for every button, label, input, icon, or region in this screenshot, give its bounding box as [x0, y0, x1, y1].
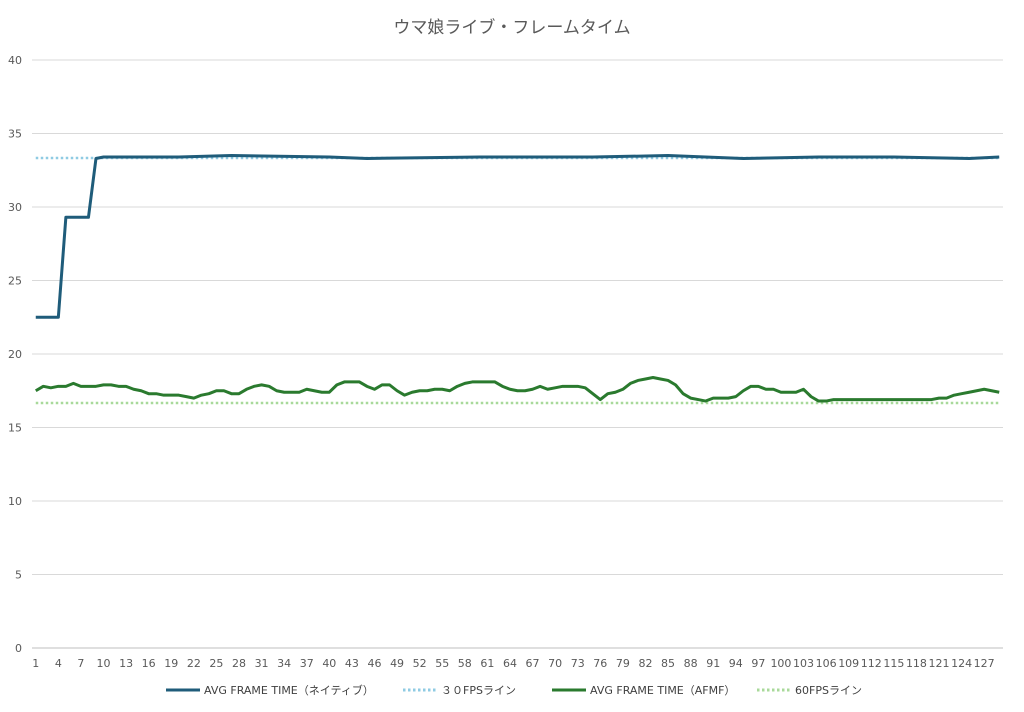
x-tick-label: 64 [503, 657, 517, 670]
x-tick-label: 73 [571, 657, 585, 670]
y-tick-label: 5 [15, 569, 22, 582]
x-tick-label: 76 [593, 657, 607, 670]
x-tick-label: 55 [435, 657, 449, 670]
y-tick-label: 30 [8, 201, 22, 214]
x-tick-label: 127 [974, 657, 995, 670]
x-tick-label: 70 [548, 657, 562, 670]
x-tick-label: 97 [751, 657, 765, 670]
series-lines [35, 154, 1000, 405]
x-tick-label: 7 [77, 657, 84, 670]
x-tick-label: 4 [55, 657, 62, 670]
x-tick-label: 19 [164, 657, 178, 670]
x-tick-label: 13 [119, 657, 133, 670]
x-tick-label: 10 [97, 657, 111, 670]
y-tick-label: 40 [8, 54, 22, 67]
y-axis-ticks: 0 5 10 15 20 25 30 35 40 [8, 54, 22, 655]
y-tick-label: 15 [8, 422, 22, 435]
x-tick-label: 106 [816, 657, 837, 670]
x-tick-label: 82 [638, 657, 652, 670]
series-line-1 [35, 154, 1000, 319]
legend: AVG FRAME TIME（ネイティブ） ３０FPSライン AVG FRAME T… [166, 683, 862, 697]
legend-label: AVG FRAME TIME（ネイティブ） [204, 683, 374, 697]
y-tick-label: 0 [15, 642, 22, 655]
x-tick-label: 124 [951, 657, 972, 670]
x-tick-label: 34 [277, 657, 291, 670]
x-tick-label: 22 [187, 657, 201, 670]
y-tick-label: 35 [8, 128, 22, 141]
x-tick-label: 37 [300, 657, 314, 670]
x-tick-label: 1 [32, 657, 39, 670]
x-tick-label: 40 [322, 657, 336, 670]
gridlines [32, 59, 1003, 649]
legend-label: AVG FRAME TIME（AFMF） [590, 684, 735, 697]
x-tick-label: 61 [480, 657, 494, 670]
x-tick-label: 16 [142, 657, 156, 670]
y-tick-label: 25 [8, 275, 22, 288]
x-tick-label: 100 [770, 657, 791, 670]
x-tick-label: 49 [390, 657, 404, 670]
x-tick-label: 58 [458, 657, 472, 670]
x-tick-label: 67 [526, 657, 540, 670]
x-tick-label: 112 [861, 657, 882, 670]
x-tick-label: 85 [661, 657, 675, 670]
x-tick-label: 91 [706, 657, 720, 670]
x-tick-label: 46 [367, 657, 381, 670]
chart-title: ウマ娘ライブ・フレームタイム [393, 17, 630, 38]
y-tick-label: 20 [8, 348, 22, 361]
x-tick-label: 43 [345, 657, 359, 670]
x-tick-label: 88 [684, 657, 698, 670]
x-axis-ticks: 1 4 7 10 13 16 19 22 25 28 31 34 37 40 43 46 49 52 55 58 61 6… [32, 657, 994, 670]
legend-label: 60FPSライン [795, 684, 862, 697]
x-tick-label: 118 [906, 657, 927, 670]
x-tick-label: 52 [413, 657, 427, 670]
x-tick-label: 109 [838, 657, 859, 670]
x-tick-label: 25 [209, 657, 223, 670]
x-tick-label: 31 [255, 657, 269, 670]
x-tick-label: 103 [793, 657, 814, 670]
x-tick-label: 94 [729, 657, 743, 670]
x-tick-label: 115 [883, 657, 904, 670]
x-tick-label: 121 [929, 657, 950, 670]
x-tick-label: 28 [232, 657, 246, 670]
x-tick-label: 79 [616, 657, 630, 670]
series-line-3 [35, 376, 1000, 403]
legend-label: ３０FPSライン [441, 684, 516, 697]
y-tick-label: 10 [8, 495, 22, 508]
